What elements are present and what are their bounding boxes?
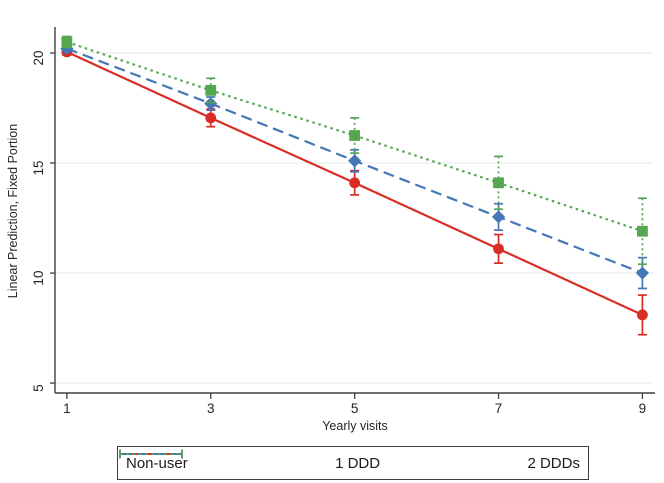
marker-circle — [205, 112, 217, 124]
series-1-ddd — [60, 41, 650, 290]
y-tick-label-5: 5 — [31, 384, 46, 392]
marker-diamond — [204, 96, 218, 111]
y-tick-label-20: 20 — [31, 50, 46, 65]
marker-circle — [493, 243, 504, 255]
marker-circle — [637, 309, 648, 321]
legend-label-1ddd: 1 DDD — [335, 454, 381, 472]
legend-item-2ddds: 2 DDDs — [119, 449, 580, 472]
marker-square — [61, 36, 73, 48]
x-tick-label-7: 7 — [495, 401, 503, 416]
y-axis-title: Linear Prediction, Fixed Portion — [6, 124, 20, 298]
legend-key-2ddds-icon — [119, 449, 183, 459]
legend-item-1ddd: 1 DDD — [119, 449, 381, 472]
legend-label-non-user: Non-user — [126, 454, 188, 472]
y-tick-label-10: 10 — [31, 271, 46, 286]
marker-square — [349, 130, 361, 141]
marker-square — [493, 177, 504, 189]
legend-label-2ddds: 2 DDDs — [527, 454, 580, 472]
marker-circle — [349, 177, 361, 189]
x-axis-title: Yearly visits — [322, 419, 388, 433]
x-tick-label-9: 9 — [639, 401, 647, 416]
marker-diamond — [635, 266, 650, 280]
series-non-user — [61, 46, 648, 336]
x-tick-label-5: 5 — [351, 401, 359, 416]
marker-diamond — [348, 154, 362, 168]
x-tick-label-1: 1 — [63, 401, 71, 416]
marker-diamond — [491, 210, 506, 224]
marker-square — [637, 225, 648, 237]
chart-legend: Non-user 1 DDD 2 DDDs — [117, 446, 589, 480]
x-tick-label-3: 3 — [207, 401, 215, 416]
marker-square — [205, 84, 217, 96]
series-2-ddds — [61, 35, 648, 266]
y-tick-label-15: 15 — [31, 160, 46, 175]
